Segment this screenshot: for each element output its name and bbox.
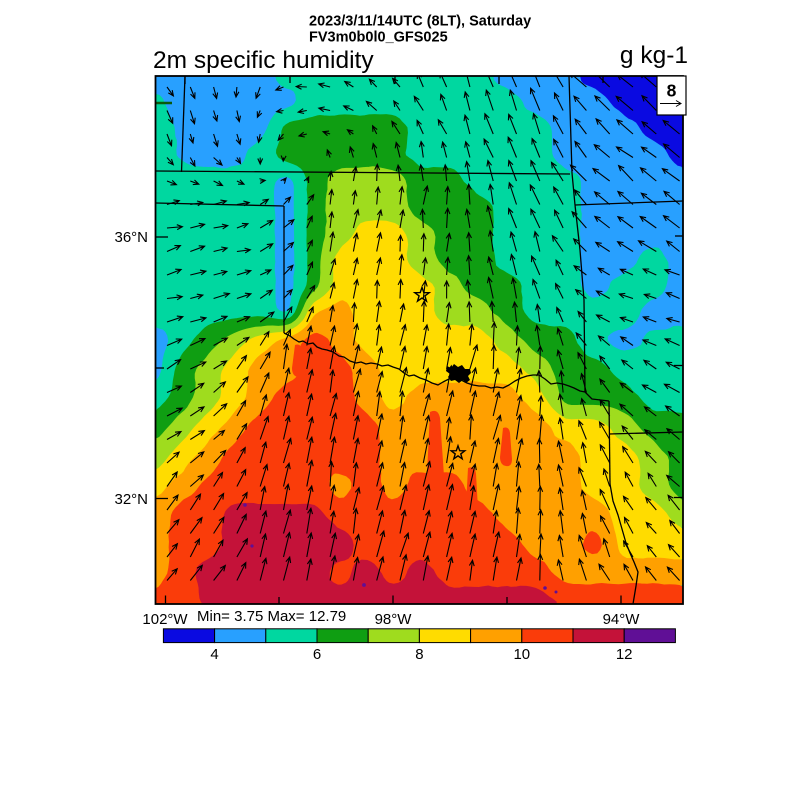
svg-text:g kg-1: g kg-1 [620,42,688,69]
svg-text:2m specific humidity: 2m specific humidity [153,47,374,74]
svg-text:12: 12 [616,646,633,663]
svg-text:94°W: 94°W [603,611,641,628]
svg-text:10: 10 [513,646,530,663]
svg-text:8: 8 [415,646,423,663]
svg-text:32°N: 32°N [114,491,148,508]
svg-text:4: 4 [210,646,218,663]
svg-text:102°W: 102°W [142,611,188,628]
svg-text:2023/3/11/14UTC (8LT), Saturda: 2023/3/11/14UTC (8LT), Saturday [309,14,531,30]
svg-text:36°N: 36°N [114,229,148,246]
svg-text:6: 6 [313,646,321,663]
svg-text:98°W: 98°W [375,611,413,628]
svg-text:Min= 3.75 Max= 12.79: Min= 3.75 Max= 12.79 [197,608,346,625]
svg-text:FV3m0b0l0_GFS025: FV3m0b0l0_GFS025 [309,30,448,46]
svg-text:8: 8 [667,81,677,101]
